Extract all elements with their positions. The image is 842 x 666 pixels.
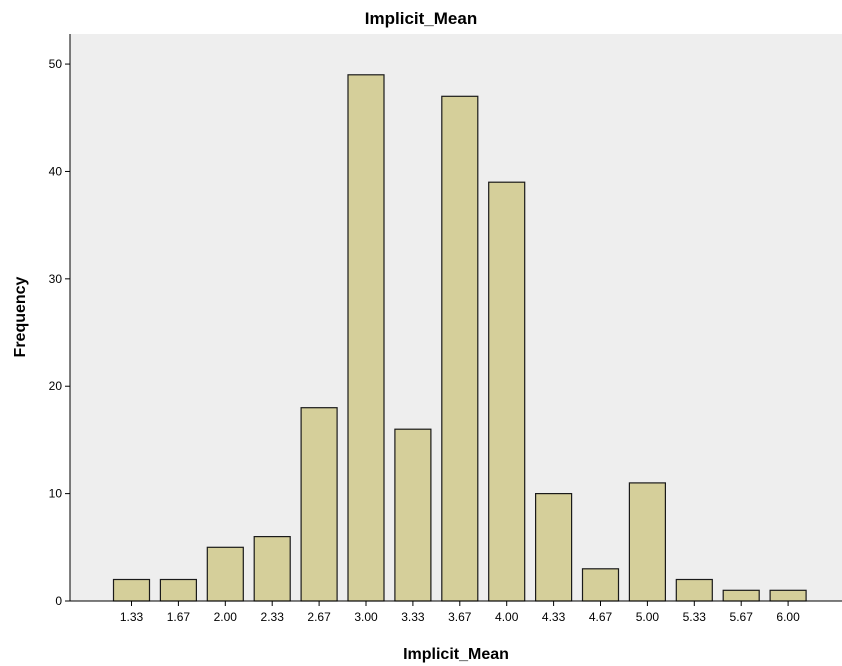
y-tick-label: 0 bbox=[55, 594, 62, 608]
x-tick-label: 2.00 bbox=[214, 610, 238, 624]
y-axis-title: Frequency bbox=[12, 276, 29, 357]
bar-4.00 bbox=[488, 181, 526, 602]
x-tick-label: 6.00 bbox=[776, 610, 800, 624]
bar-5.67 bbox=[722, 589, 760, 602]
y-ticks: 0 10 20 30 40 50 bbox=[49, 57, 70, 608]
y-tick-label: 50 bbox=[49, 57, 63, 71]
x-tick-label: 1.33 bbox=[120, 610, 144, 624]
x-tick-label: 1.67 bbox=[167, 610, 191, 624]
x-tick-label: 3.33 bbox=[401, 610, 425, 624]
bar-3.33 bbox=[394, 428, 432, 602]
bar-4.33 bbox=[534, 493, 573, 602]
y-tick-label: 10 bbox=[49, 487, 63, 501]
x-tick-label: 3.00 bbox=[354, 610, 378, 624]
bar-2.33 bbox=[253, 535, 291, 602]
x-tick-label: 5.33 bbox=[683, 610, 707, 624]
bar-3.67 bbox=[441, 95, 479, 602]
x-tick-label: 2.67 bbox=[307, 610, 331, 624]
y-tick-label: 30 bbox=[49, 272, 63, 286]
bar-6.00 bbox=[769, 589, 807, 602]
bar-4.67 bbox=[581, 568, 620, 602]
bars-layer bbox=[112, 74, 807, 602]
x-tick-label: 4.00 bbox=[495, 610, 519, 624]
x-tick-label: 5.00 bbox=[636, 610, 660, 624]
x-tick-label: 4.67 bbox=[589, 610, 613, 624]
y-tick-label: 40 bbox=[49, 164, 63, 178]
bar-2.67 bbox=[300, 407, 338, 602]
x-tick-label: 3.67 bbox=[448, 610, 472, 624]
bar-3.00 bbox=[347, 74, 385, 602]
bar-1.33 bbox=[112, 578, 151, 602]
x-ticks: 1.33 1.67 2.00 2.33 2.67 3.00 3.33 3.67 4.00 4.33… bbox=[120, 601, 800, 624]
bar-5.00 bbox=[628, 482, 667, 602]
bar-2.00 bbox=[206, 546, 244, 602]
chart-title: Implicit_Mean bbox=[365, 9, 477, 28]
x-tick-label: 5.67 bbox=[730, 610, 754, 624]
bar-1.67 bbox=[159, 578, 197, 602]
x-tick-label: 2.33 bbox=[261, 610, 285, 624]
x-tick-label: 4.33 bbox=[542, 610, 566, 624]
x-axis-title: Implicit_Mean bbox=[403, 646, 509, 663]
bar-5.33 bbox=[675, 578, 713, 602]
y-tick-label: 20 bbox=[49, 379, 63, 393]
